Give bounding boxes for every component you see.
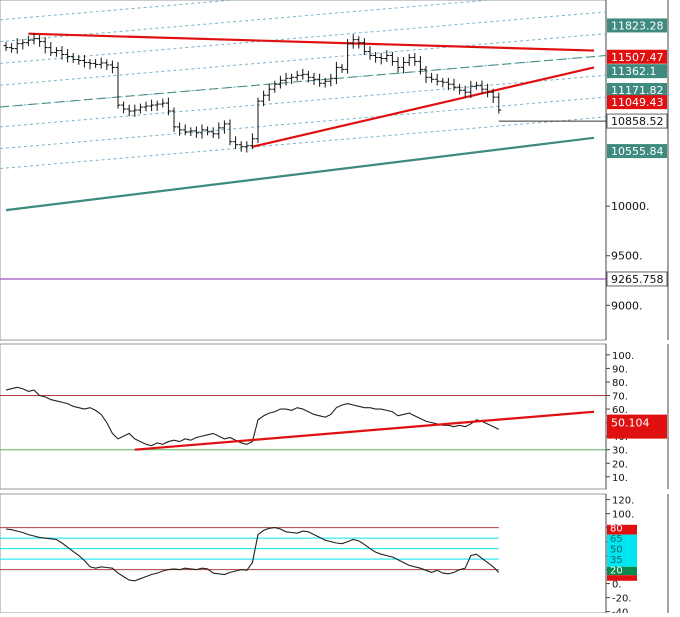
rsi-tick-label: 30.: [612, 446, 628, 457]
stoch-level-label: 35: [610, 555, 623, 566]
rsi-tick-label: 80.: [612, 378, 628, 389]
stoch-tick-label: -40.: [612, 608, 632, 613]
stoch-tick-label: 120.: [612, 496, 634, 507]
price-label-box: [606, 113, 668, 129]
price-label-box: [607, 18, 667, 33]
trendline-support: [5, 136, 595, 212]
price-tick-label: 10000.: [611, 200, 650, 213]
rsi-tick-label: 10.: [612, 473, 628, 484]
stoch-tick-label: -20.: [612, 594, 632, 605]
price-label: 11049.43: [611, 96, 664, 109]
price-label-box: [607, 83, 667, 98]
trendline-resistance: [28, 32, 595, 52]
stoch-box-80: [607, 524, 637, 535]
trendline-rising: [252, 66, 595, 148]
rsi-value-label: 50.104: [611, 417, 650, 430]
price-label-box: [607, 64, 667, 79]
price-tick-label: 9000.: [611, 299, 643, 312]
price-label: 11362.1: [611, 65, 657, 78]
rsi-tick-label: 100.: [612, 351, 634, 362]
stoch-box-20: [607, 566, 637, 576]
price-label: 10858.52: [611, 115, 664, 128]
stoch-band-box: [607, 534, 637, 567]
stoch-tick-label: 0.: [612, 580, 622, 591]
price-label-box: [606, 271, 668, 287]
rsi-tick-label: 90.: [612, 364, 628, 375]
channel-line: [0, 74, 607, 128]
stoch-level-label: 65: [610, 534, 623, 545]
stochastic-line: [5, 527, 500, 582]
rsi-tick-label: 60.: [612, 405, 628, 416]
price-tick-label: 9500.: [611, 250, 643, 263]
rsi-value-box: [607, 414, 667, 439]
price-pane-frame: [0, 0, 607, 341]
stochastic-pane-frame: [0, 493, 607, 614]
price-label-box: [607, 95, 667, 110]
price-label: 11507.47: [611, 51, 664, 64]
channel-median-line: [0, 55, 607, 108]
rsi-line: [5, 386, 500, 447]
price-label-box: [607, 144, 667, 159]
channel-line: [0, 96, 607, 150]
channel-line: [0, 116, 607, 170]
price-label: 11171.82: [611, 84, 664, 97]
channel-line: [0, 11, 607, 64]
rsi-tick-label: 20.: [612, 459, 628, 470]
channel-line: [0, 33, 607, 86]
stoch-box-low: [607, 575, 637, 581]
price-label-box: [607, 49, 667, 64]
stoch-level-label: 50: [610, 545, 623, 556]
stoch-level-label: 20: [610, 566, 623, 577]
price-label: 10555.84: [611, 145, 664, 158]
price-label: 11823.28: [611, 19, 664, 32]
rsi-pane-frame: [0, 343, 607, 490]
rsi-trendline: [134, 410, 595, 451]
stoch-level-label: 80: [610, 524, 623, 535]
price-label: 9265.758: [611, 273, 664, 286]
rsi-tick-label: 70.: [612, 391, 628, 402]
stoch-tick-label: 100.: [612, 510, 634, 521]
